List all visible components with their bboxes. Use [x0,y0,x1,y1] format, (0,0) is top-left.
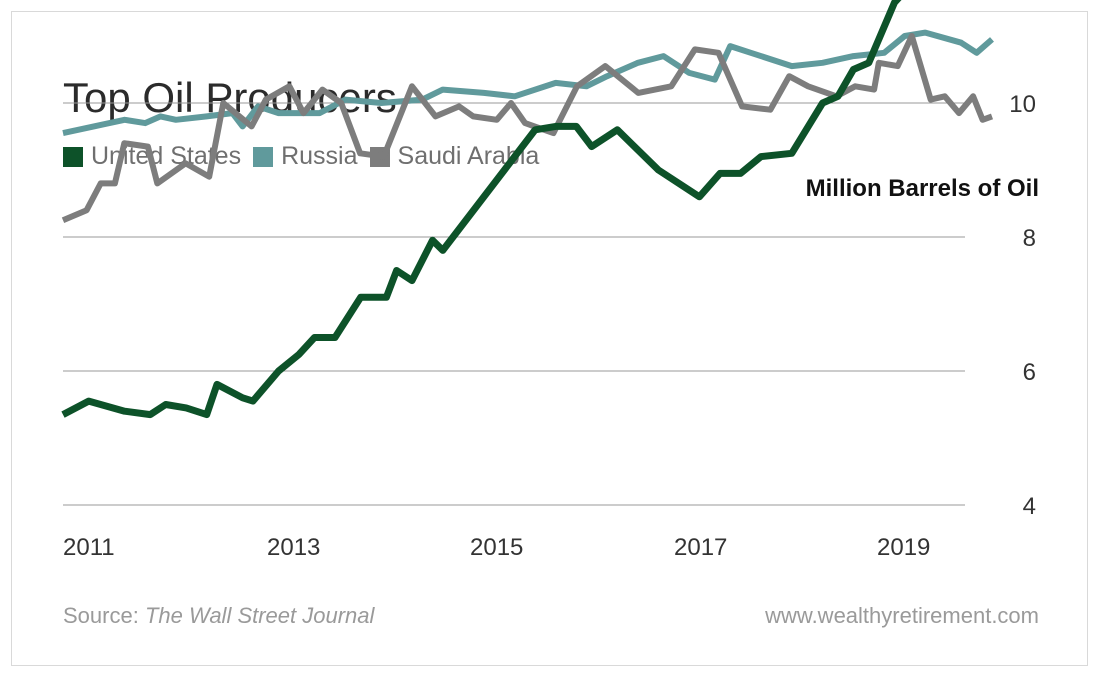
x-tick-label-2011: 2011 [63,534,115,561]
x-tick-label-2015: 2015 [470,534,523,561]
y-tick-label-8: 8 [1023,225,1036,252]
y-tick-label-4: 4 [1023,493,1036,520]
source-name: The Wall Street Journal [144,603,375,628]
legend-swatch-russia [253,146,274,167]
y-tick-label-10: 10 [1009,91,1036,118]
legend-swatch-united-states [63,146,83,167]
source-prefix: Source: [63,603,145,628]
x-tick-label-2019: 2019 [877,534,930,561]
chart-frame [11,11,1088,666]
series-line-united-states [61,0,902,419]
legend-item-russia: Russia [253,142,358,171]
series-line-saudi-arabia [61,33,994,224]
y-axis-unit-label: Million Barrels of Oil [805,175,1039,202]
series-line-russia [62,29,994,137]
x-tick-label-2017: 2017 [674,534,727,561]
source-credit: Source: The Wall Street Journal [63,603,374,629]
legend-label-russia: Russia [281,142,358,170]
y-tick-label-6: 6 [1023,359,1036,386]
x-tick-label-2013: 2013 [267,534,320,561]
website-credit: www.wealthyretirement.com [765,603,1039,628]
